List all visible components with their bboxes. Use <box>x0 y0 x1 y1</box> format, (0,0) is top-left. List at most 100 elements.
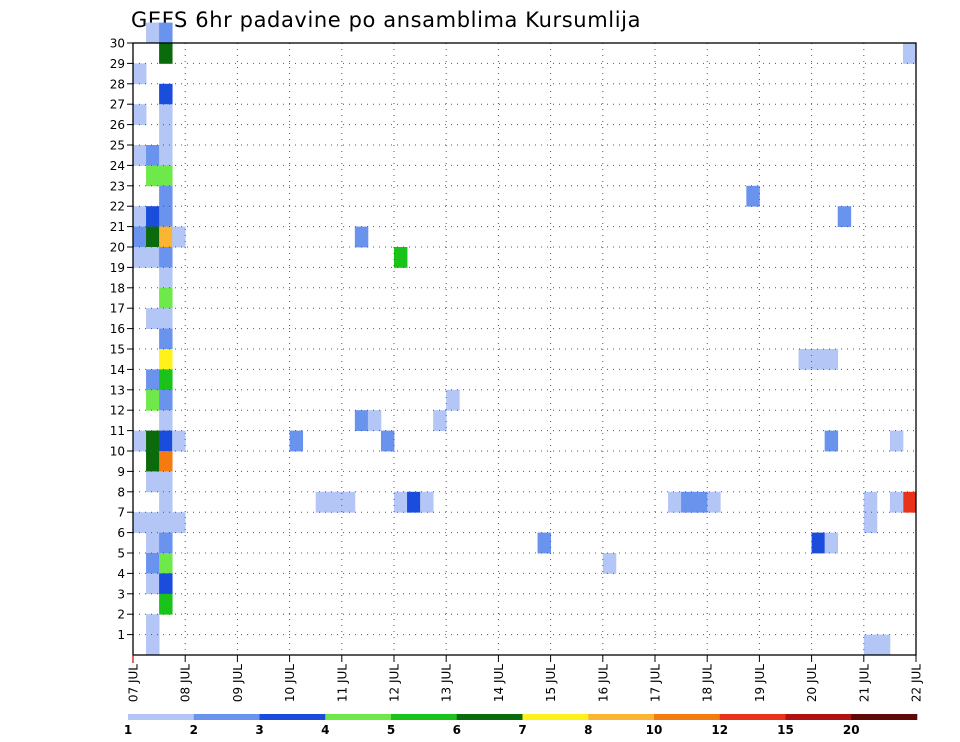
y-tick-label: 14 <box>110 363 125 377</box>
heatmap-cell <box>159 206 173 227</box>
x-tick-label: 10 JUL <box>283 664 297 702</box>
y-axis: 1234567891011121314151617181920212223242… <box>110 37 133 642</box>
heatmap-cell <box>159 165 173 187</box>
colorbar-label: 10 <box>646 723 663 737</box>
x-tick-label: 17 JUL <box>649 664 663 702</box>
colorbar-label: 7 <box>518 723 526 737</box>
heatmap-cell <box>146 145 160 166</box>
heatmap-cell <box>159 226 173 248</box>
heatmap-cell <box>537 532 551 554</box>
heatmap-cell <box>146 614 160 635</box>
heatmap-cell <box>354 226 369 248</box>
x-tick-label: 15 JUL <box>544 664 558 702</box>
heatmap-cell <box>146 308 160 329</box>
y-tick-label: 10 <box>110 445 125 459</box>
heatmap-cell <box>146 22 160 44</box>
y-tick-label: 26 <box>110 118 125 132</box>
heatmap-cell <box>446 389 460 411</box>
colorbar-label: 8 <box>584 723 592 737</box>
heatmap-cell <box>876 634 891 656</box>
heatmap-cell <box>159 104 173 125</box>
heatmap-cell <box>146 553 160 574</box>
heatmap-cell <box>159 389 173 411</box>
colorbar-label: 6 <box>453 723 461 737</box>
heatmap-cell <box>146 389 160 411</box>
heatmap-cell <box>133 206 147 227</box>
colorbar-label: 1 <box>124 723 132 737</box>
heatmap-cell <box>824 430 839 452</box>
heatmap-cells <box>133 22 917 656</box>
heatmap-cell <box>420 491 434 513</box>
y-tick-label: 29 <box>110 57 125 71</box>
colorbar-swatch <box>259 714 326 720</box>
x-tick-label: 13 JUL <box>440 664 454 702</box>
colorbar-swatch <box>851 714 918 720</box>
heatmap-cell <box>694 491 708 513</box>
heatmap-cell <box>602 553 617 574</box>
heatmap-cell <box>681 491 695 513</box>
y-tick-label: 20 <box>110 241 125 255</box>
x-tick-label: 21 JUL <box>857 664 871 702</box>
colorbar-swatch <box>588 714 655 720</box>
heatmap-cell <box>315 491 330 513</box>
x-tick-label: 14 JUL <box>492 664 506 702</box>
x-tick-label: 20 JUL <box>805 664 819 702</box>
heatmap-cell <box>746 185 760 207</box>
colorbar-label: 4 <box>321 723 329 737</box>
y-tick-label: 22 <box>110 200 125 214</box>
y-tick-label: 28 <box>110 77 125 91</box>
chart-title: GEFS 6hr padavine po ansamblima Kursumli… <box>131 8 641 32</box>
heatmap-cell <box>328 491 343 513</box>
heatmap-cell <box>394 247 408 268</box>
heatmap-cell <box>367 410 382 431</box>
x-axis: 07 JUL 08 JUL 09 JUL 10 JUL 11 JUL 12 JUL 13 J… <box>127 655 924 702</box>
heatmap-cell <box>146 430 160 452</box>
heatmap-cell <box>863 634 878 656</box>
heatmap-cell <box>159 410 173 431</box>
heatmap-cell <box>172 512 186 533</box>
heatmap-cell <box>863 512 878 533</box>
heatmap-cell <box>159 532 173 554</box>
y-tick-label: 4 <box>117 567 125 581</box>
heatmap-cell <box>159 83 173 105</box>
heatmap-cell <box>146 634 160 656</box>
heatmap-cell <box>889 491 904 513</box>
heatmap-cell <box>146 206 160 227</box>
heatmap-cell <box>159 22 173 44</box>
heatmap-cell <box>394 491 408 513</box>
heatmap-cell <box>354 410 369 431</box>
heatmap-cell <box>146 532 160 554</box>
heatmap-cell <box>668 491 682 513</box>
heatmap-cell <box>289 430 304 452</box>
heatmap-cell <box>133 512 147 533</box>
x-tick-label: 12 JUL <box>388 664 402 702</box>
colorbar-swatch <box>325 714 392 720</box>
heatmap-cell <box>146 165 160 187</box>
y-tick-label: 16 <box>110 322 125 336</box>
heatmap-cell <box>146 573 160 595</box>
colorbar-label: 3 <box>255 723 263 737</box>
y-tick-label: 21 <box>110 220 125 234</box>
heatmap-cell <box>159 247 173 268</box>
colorbar-swatch <box>719 714 786 720</box>
y-tick-label: 27 <box>110 98 125 112</box>
gridlines <box>133 43 916 655</box>
heatmap-cell <box>159 512 173 533</box>
y-tick-label: 1 <box>117 628 125 642</box>
x-tick-label: 18 JUL <box>701 664 715 702</box>
heatmap-cell <box>159 267 173 289</box>
heatmap-cell <box>159 430 173 452</box>
heatmap-cell <box>824 349 839 370</box>
heatmap-cell <box>159 553 173 574</box>
colorbar-label: 15 <box>777 723 794 737</box>
heatmap-cell <box>146 226 160 248</box>
heatmap-cell <box>159 145 173 166</box>
heatmap-cell <box>902 491 917 513</box>
x-tick-label: 09 JUL <box>231 664 245 702</box>
heatmap-cell <box>146 471 160 493</box>
x-tick-label: 11 JUL <box>335 664 349 702</box>
colorbar-swatch <box>391 714 458 720</box>
y-tick-label: 9 <box>117 465 125 479</box>
y-tick-label: 24 <box>110 159 125 173</box>
